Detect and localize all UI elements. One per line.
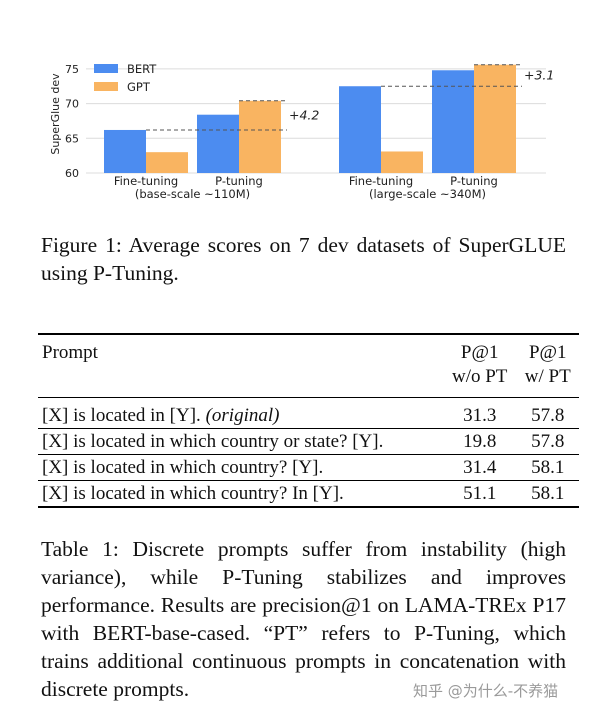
header-w-pt-line1: P@1 [528,342,567,363]
x-tick-label: P-tuning [215,174,263,188]
bar-bert [197,114,239,173]
row-prompt: [X] is located in which country? In [Y]. [42,483,344,504]
table-header-row: Prompt P@1 w/o PT P@1 w/ PT [38,334,579,398]
annotations: +4.2 +3.1 [146,64,554,131]
header-wo-pt: P@1 w/o PT [443,334,517,398]
bar-gpt [146,152,188,173]
figure-caption-label: Figure 1: [41,233,122,257]
y-tick-label: 60 [65,167,79,180]
legend-swatch-bert [94,64,118,73]
legend-label-gpt: GPT [127,80,151,94]
bar-gpt [381,151,423,173]
row-w-pt: 57.8 [531,405,565,426]
row-prompt: [X] is located in which country? [Y]. [42,457,324,478]
x-labels: Fine-tuning P-tuning(base-scale ~110M)Fin… [114,174,498,201]
x-tick-label: P-tuning [450,174,498,188]
header-wo-pt-line1: P@1 [460,342,499,363]
y-tick-label: 70 [65,98,79,111]
row-wo-pt: 31.3 [463,405,497,426]
row-prompt-text: [X] is located in [Y]. [42,405,201,426]
bars [104,64,516,173]
figure-caption-text: Average scores on 7 dev datasets of Supe… [41,233,566,285]
bar-bert [339,86,381,173]
header-w-pt-line2: w/ PT [524,366,571,387]
row-w-pt: 58.1 [531,483,565,504]
x-group-label: (large-scale ~340M) [369,187,486,201]
row-wo-pt: 51.1 [463,483,497,504]
header-prompt: Prompt [42,342,98,363]
legend-swatch-gpt [94,82,118,91]
header-wo-pt-line2: w/o PT [451,366,508,387]
y-tick-label: 65 [65,132,79,145]
figure-caption: Figure 1: Average scores on 7 dev datase… [41,231,566,287]
header-w-pt: P@1 w/ PT [516,334,579,398]
row-w-pt: 58.1 [531,457,565,478]
table-row: [X] is located in which country? In [Y].… [38,481,579,507]
row-w-pt: 57.8 [531,431,565,452]
delta-label: +3.1 [524,67,554,82]
y-axis-label: SuperGlue dev [49,73,62,155]
x-group-label: (base-scale ~110M) [135,187,250,201]
table-row: [X] is located in which country or state… [38,429,579,455]
watermark: 知乎 @为什么-不养猫 [413,682,559,700]
row-wo-pt: 31.4 [463,457,497,478]
row-prompt-note: (original) [205,405,280,426]
row-prompt: [X] is located in which country or state… [42,431,384,452]
table-caption-text: Discrete prompts suffer from instability… [41,537,567,701]
row-wo-pt: 19.8 [463,431,497,452]
legend: BERT GPT [94,62,157,94]
bar-gpt [474,64,516,173]
results-table: Prompt P@1 w/o PT P@1 w/ PT [X] is locat… [38,333,579,508]
x-tick-label: Fine-tuning [114,174,178,188]
bar-bert [104,129,146,173]
x-tick-label: Fine-tuning [349,174,413,188]
y-tick-label: 75 [65,63,79,76]
table-caption-label: Table 1: [41,537,119,561]
table-row: [X] is located in [Y]. (original) 31.3 5… [38,398,579,429]
delta-label: +4.2 [289,107,319,122]
legend-label-bert: BERT [127,62,157,76]
table-row: [X] is located in which country? [Y]. 31… [38,455,579,481]
y-ticks: 60 65 70 75 [65,63,79,180]
bar-bert [432,70,474,173]
row-prompt: [X] is located in [Y]. (original) [38,398,443,429]
table-caption: Table 1: Discrete prompts suffer from in… [41,535,566,703]
bar-gpt [239,100,281,173]
